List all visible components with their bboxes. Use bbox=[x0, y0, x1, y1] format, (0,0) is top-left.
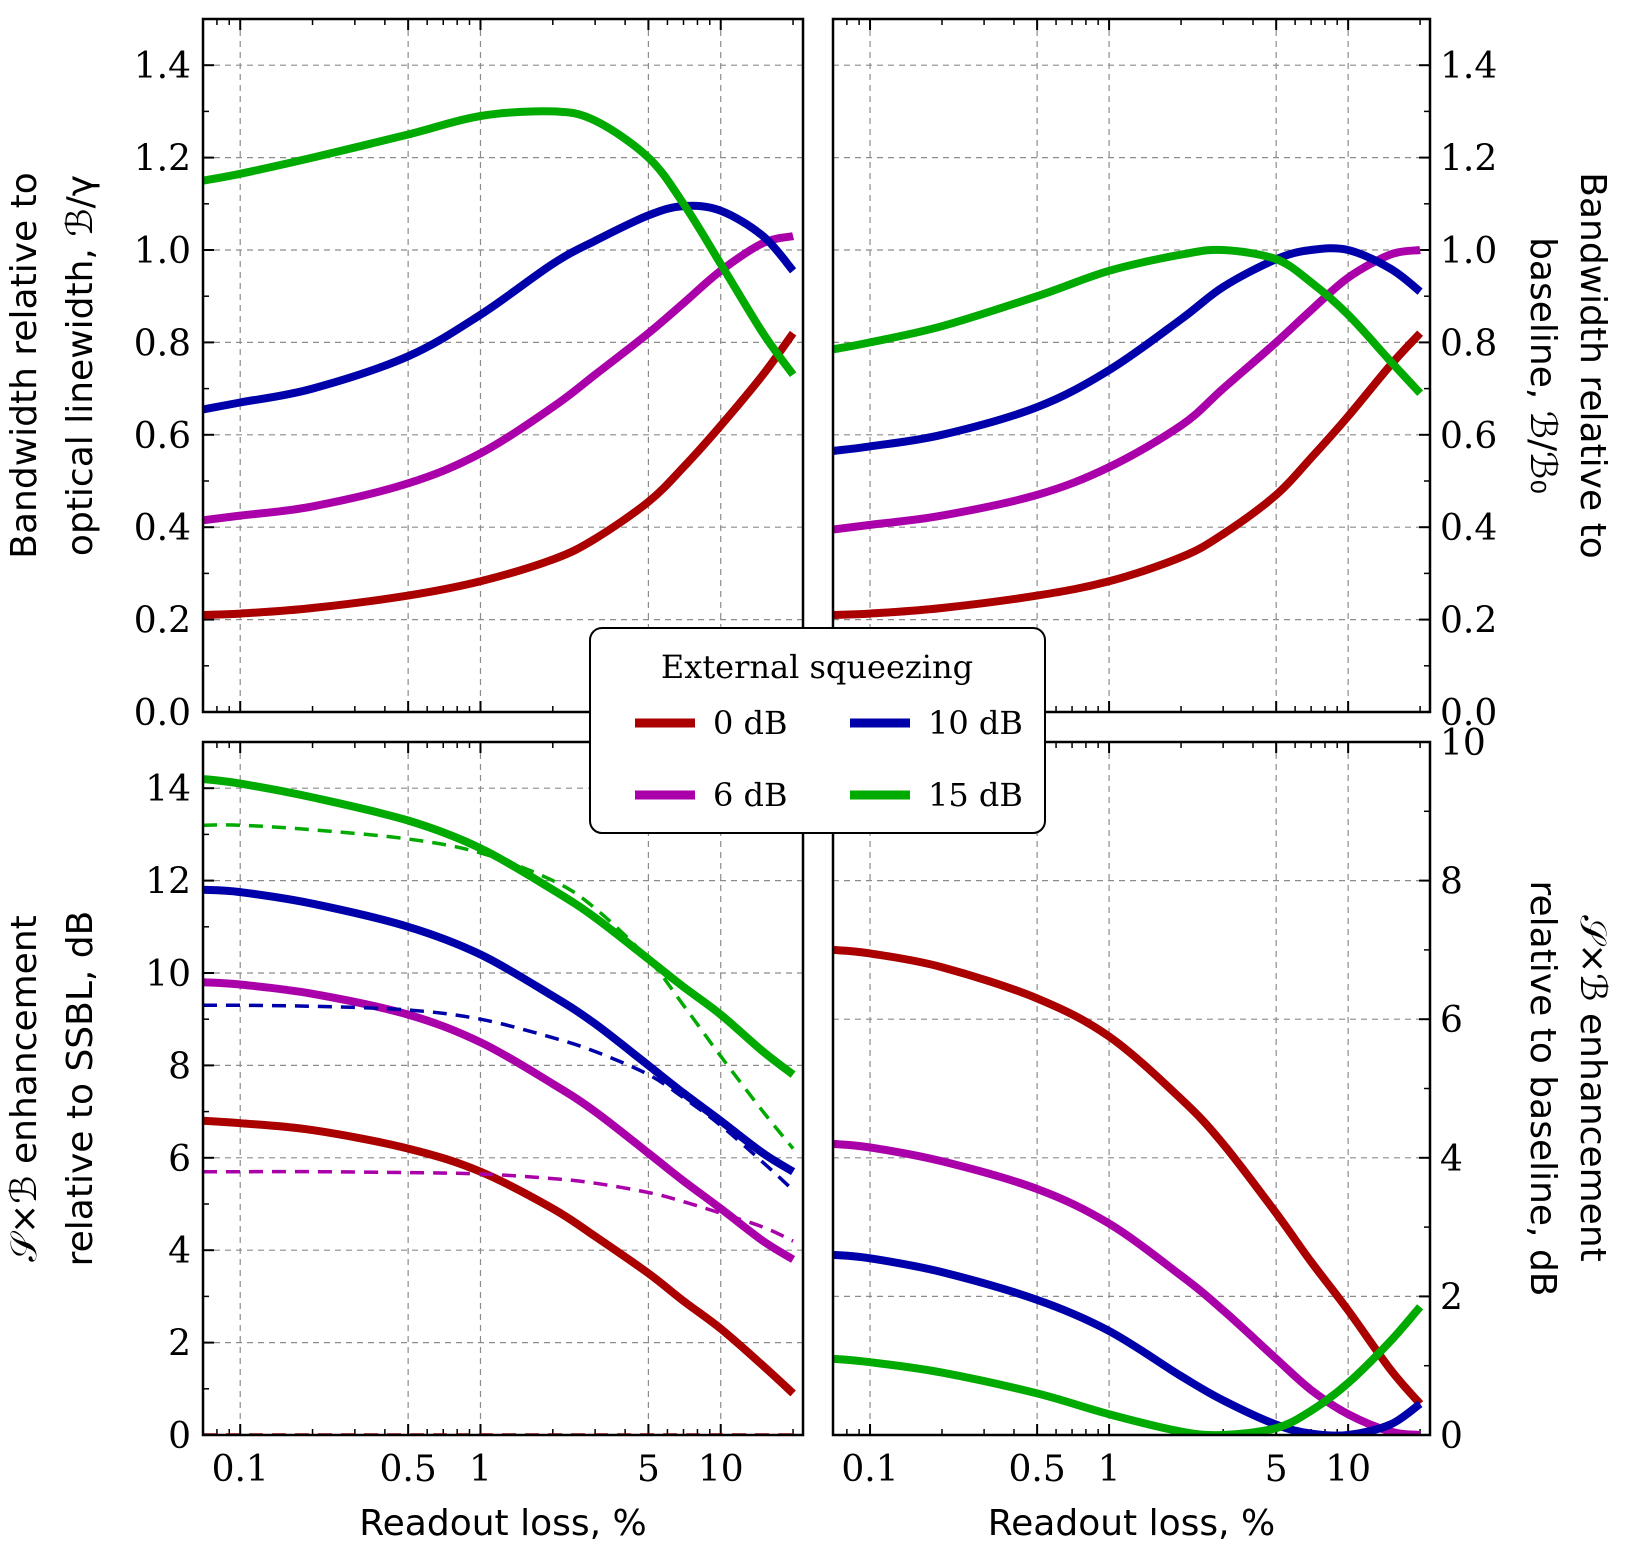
series-line-0-db bbox=[833, 945, 1424, 1407]
series-line-0-db bbox=[203, 330, 797, 619]
y-tick-label-14: 14 bbox=[145, 769, 191, 810]
y-tick-label-4: 4 bbox=[168, 1231, 191, 1272]
x-tick-label-5: 5 bbox=[1265, 1449, 1288, 1490]
y-tick-label-0-2: 0.2 bbox=[134, 601, 191, 642]
y-tick-label-0-8: 0.8 bbox=[134, 323, 191, 364]
x-tick-label-1: 1 bbox=[1098, 1449, 1121, 1490]
x-axis-title: Readout loss, % bbox=[359, 1503, 647, 1543]
x-tick-label-0-1: 0.1 bbox=[841, 1449, 898, 1490]
series-line-10-db bbox=[203, 885, 796, 1176]
y-tick-label-12: 12 bbox=[145, 862, 191, 903]
y-tick-label-1-2: 1.2 bbox=[134, 139, 191, 180]
series-line-0-db bbox=[203, 1116, 796, 1397]
series-line-15-db bbox=[203, 775, 796, 1078]
series-line-10-db bbox=[203, 201, 797, 414]
panels: 0.0 0.2 0.4 0.6 0.8 1.0 1.2 1.4 Bandwidth relati… bbox=[4, 17, 1613, 1543]
y-tick-label-2: 2 bbox=[1440, 1277, 1463, 1318]
series-line-10-db bbox=[833, 244, 1423, 455]
y-tick-label-10: 10 bbox=[1440, 723, 1486, 764]
series-line-15-db bbox=[833, 245, 1424, 396]
plot-frame bbox=[201, 17, 805, 714]
plot-frame bbox=[201, 740, 805, 1437]
y-axis-title-line-2: baseline, ℬ/ℬ₀ bbox=[1522, 237, 1563, 494]
panel-top-left: 0.0 0.2 0.4 0.6 0.8 1.0 1.2 1.4 Bandwidth relati… bbox=[4, 17, 805, 734]
y-tick-label-0-4: 0.4 bbox=[1440, 508, 1497, 549]
x-tick-label-10: 10 bbox=[698, 1449, 744, 1490]
legend-label-15db: 15 dB bbox=[928, 776, 1023, 814]
y-tick-label-6: 6 bbox=[168, 1139, 191, 1180]
x-tick-label-0-5: 0.5 bbox=[1008, 1449, 1065, 1490]
legend: External squeezing 0 dB 10 dB 6 dB 15 dB bbox=[589, 627, 1046, 834]
panel-bottom-right: 0.1 0.5 1 5 10 0 2 4 6 8 10 Readout loss, % 𝒮×ℬ enha… bbox=[831, 723, 1613, 1543]
y-tick-label-8: 8 bbox=[168, 1046, 191, 1087]
plot-frame bbox=[831, 740, 1432, 1437]
y-axis-title-line-2: relative to SSBL, dB bbox=[60, 911, 101, 1267]
y-tick-label-0: 0 bbox=[1440, 1416, 1463, 1457]
panel-top-right: 0.0 0.2 0.4 0.6 0.8 1.0 1.2 1.4 Bandwidth relati… bbox=[831, 17, 1613, 734]
series-line-15-db-dashed bbox=[203, 823, 795, 1150]
x-tick-label-5: 5 bbox=[637, 1449, 660, 1490]
y-tick-label-1-4: 1.4 bbox=[134, 46, 191, 87]
y-tick-label-0-4: 0.4 bbox=[134, 508, 191, 549]
y-tick-label-0-2: 0.2 bbox=[1440, 601, 1497, 642]
series-group bbox=[833, 945, 1424, 1435]
plot-frame bbox=[831, 17, 1432, 714]
legend-label-10db: 10 dB bbox=[928, 704, 1023, 742]
series-line-6-db bbox=[833, 246, 1421, 534]
series-line-15-db bbox=[833, 1304, 1424, 1435]
y-tick-label-0: 0 bbox=[168, 1416, 191, 1457]
y-axis-title-line-2: optical linewidth, ℬ/γ bbox=[60, 175, 101, 556]
series-line-6-db bbox=[203, 232, 795, 525]
y-tick-label-1-0: 1.0 bbox=[134, 231, 191, 272]
x-axis-title: Readout loss, % bbox=[988, 1503, 1276, 1543]
x-tick-label-1: 1 bbox=[469, 1449, 492, 1490]
series-line-6-db bbox=[833, 1139, 1421, 1435]
series-group bbox=[833, 244, 1424, 619]
y-axis-title-line-1: 𝒮×ℬ enhancement bbox=[1572, 915, 1613, 1262]
series-line-6-db-dashed bbox=[203, 1169, 794, 1243]
series-line-10-db-dashed bbox=[203, 1003, 795, 1192]
y-tick-label-6: 6 bbox=[1440, 1000, 1463, 1041]
legend-box bbox=[589, 627, 1046, 834]
legend-label-6db: 6 dB bbox=[713, 776, 788, 814]
y-tick-label-0-8: 0.8 bbox=[1440, 323, 1497, 364]
y-tick-label-0-0: 0.0 bbox=[134, 693, 191, 734]
x-tick-label-0-5: 0.5 bbox=[380, 1449, 437, 1490]
x-tick-label-0-1: 0.1 bbox=[212, 1449, 269, 1490]
series-group bbox=[203, 775, 796, 1435]
y-axis-title-line-1: Bandwidth relative to bbox=[4, 172, 45, 558]
legend-label-0db: 0 dB bbox=[713, 704, 788, 742]
series-line-6-db bbox=[203, 978, 796, 1263]
panel-bottom-left: 0.1 0.5 1 5 10 0 2 4 6 8 10 12 14 Readout loss, % 𝒮×ℬ … bbox=[4, 740, 805, 1543]
y-axis-title-line-1: Bandwidth relative to bbox=[1572, 172, 1613, 558]
y-tick-label-0-6: 0.6 bbox=[134, 416, 191, 457]
y-tick-label-1-2: 1.2 bbox=[1440, 139, 1497, 180]
y-tick-label-8: 8 bbox=[1440, 862, 1463, 903]
y-tick-label-2: 2 bbox=[168, 1324, 191, 1365]
x-tick-label-10: 10 bbox=[1325, 1449, 1371, 1490]
y-tick-label-0-6: 0.6 bbox=[1440, 416, 1497, 457]
y-axis-title-line-1: 𝒮×ℬ enhancement bbox=[4, 915, 45, 1262]
y-axis-title-line-2: relative to baseline, dB bbox=[1522, 880, 1563, 1296]
y-tick-label-10: 10 bbox=[145, 954, 191, 995]
y-tick-label-1-4: 1.4 bbox=[1440, 46, 1497, 87]
y-tick-label-4: 4 bbox=[1440, 1139, 1463, 1180]
series-group bbox=[203, 107, 797, 619]
y-tick-label-0-0: 0.0 bbox=[1440, 693, 1497, 734]
series-line-15-db bbox=[203, 107, 797, 378]
y-tick-label-1-0: 1.0 bbox=[1440, 231, 1497, 272]
series-line-0-db bbox=[833, 330, 1424, 619]
legend-title: External squeezing bbox=[661, 648, 973, 686]
